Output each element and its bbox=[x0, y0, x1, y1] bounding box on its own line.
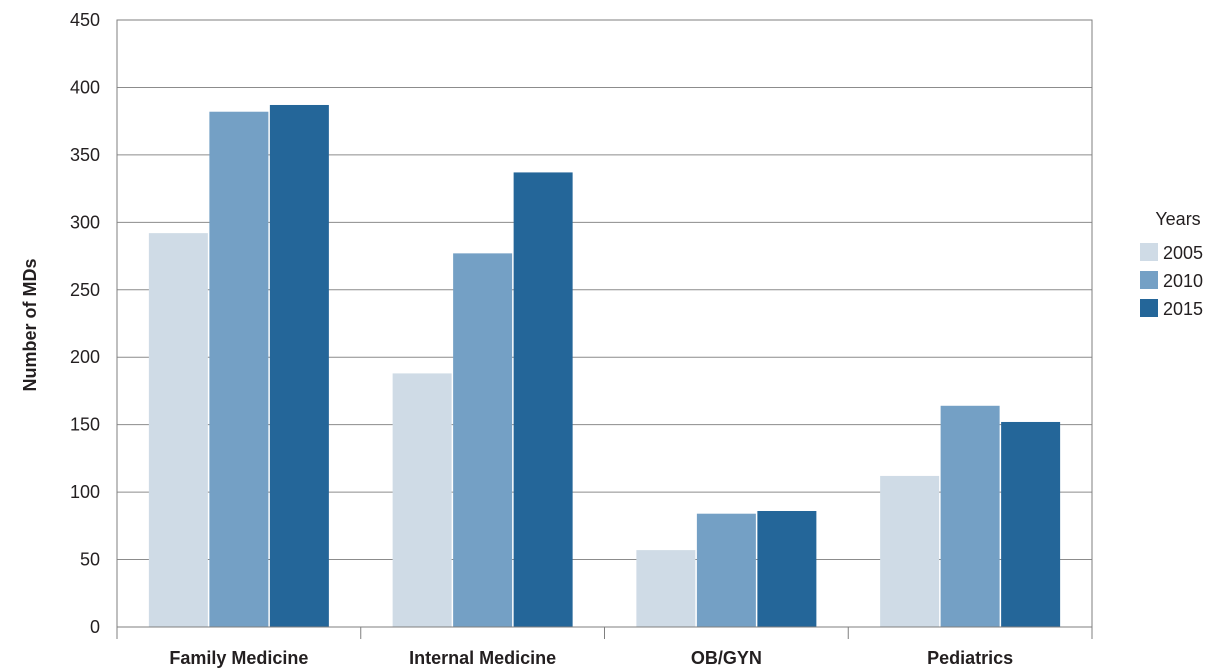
bar-2005-2 bbox=[392, 373, 452, 627]
y-axis-title: Number of MDs bbox=[20, 258, 40, 391]
bar-2010-4 bbox=[940, 405, 1000, 627]
y-tick-label: 200 bbox=[70, 347, 100, 367]
x-category-label: Internal Medicine bbox=[409, 648, 556, 668]
y-tick-label: 450 bbox=[70, 10, 100, 30]
legend-label-2015: 2015 bbox=[1163, 299, 1203, 319]
y-tick-label: 150 bbox=[70, 415, 100, 435]
y-tick-label: 50 bbox=[80, 550, 100, 570]
x-category-label: Family Medicine bbox=[169, 648, 308, 668]
legend-swatch-2010 bbox=[1140, 271, 1158, 289]
y-tick-label: 350 bbox=[70, 145, 100, 165]
bar-2010-3 bbox=[696, 513, 756, 627]
bar-2015-4 bbox=[1001, 421, 1061, 627]
legend-label-2005: 2005 bbox=[1163, 243, 1203, 263]
y-tick-label: 0 bbox=[90, 617, 100, 637]
y-tick-label: 400 bbox=[70, 77, 100, 97]
y-axis-ticks: 0 50 100 150 200 250 300 350 400 450 bbox=[70, 10, 100, 637]
bar-2015-3 bbox=[757, 510, 817, 627]
bar-2005-4 bbox=[880, 475, 940, 627]
y-tick-label: 300 bbox=[70, 212, 100, 232]
x-category-label: OB/GYN bbox=[691, 648, 762, 668]
legend-swatch-2015 bbox=[1140, 299, 1158, 317]
x-axis: Family Medicine Internal Medicine OB/GYN Pe… bbox=[116, 626, 1093, 668]
bar-2010-2 bbox=[453, 253, 513, 627]
bar-2005-3 bbox=[636, 550, 696, 627]
legend-title: Years bbox=[1155, 209, 1200, 229]
y-tick-label: 250 bbox=[70, 280, 100, 300]
bar-2005-1 bbox=[148, 233, 208, 627]
x-category-label: Pediatrics bbox=[927, 648, 1013, 668]
bar-2015-1 bbox=[269, 104, 329, 628]
legend: Years 2005 2010 2015 bbox=[1140, 209, 1203, 319]
bar-2015-2 bbox=[513, 172, 573, 627]
legend-swatch-2005 bbox=[1140, 243, 1158, 261]
bar-2010-1 bbox=[209, 111, 269, 628]
y-tick-label: 100 bbox=[70, 482, 100, 502]
bars bbox=[148, 104, 1061, 628]
legend-label-2010: 2010 bbox=[1163, 271, 1203, 291]
